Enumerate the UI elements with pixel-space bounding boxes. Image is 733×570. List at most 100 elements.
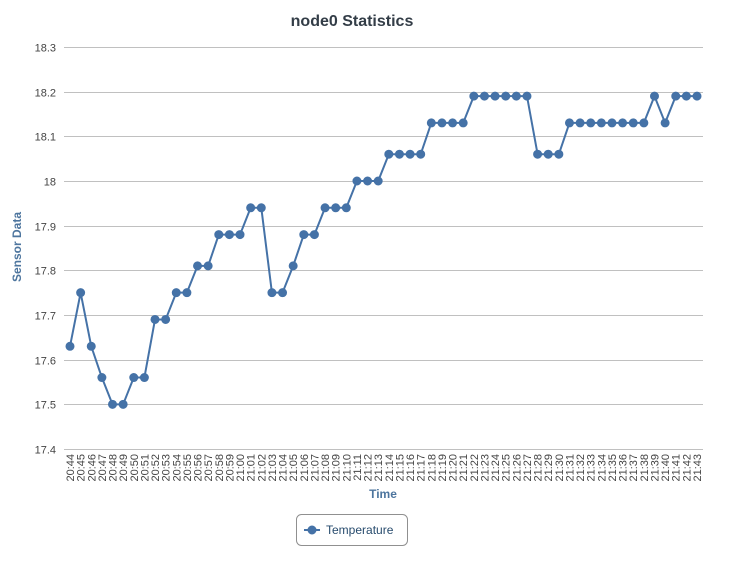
x-tick-label: 21:29: [543, 454, 555, 482]
legend-marker-icon: [307, 525, 317, 535]
x-tick-label: 20:59: [224, 454, 236, 482]
data-point[interactable]: [543, 149, 553, 159]
legend-item-temperature: Temperature: [326, 523, 394, 537]
data-point[interactable]: [671, 91, 681, 101]
series-line-temperature: [69, 95, 697, 406]
x-tick-label: 21:09: [331, 454, 343, 482]
data-point[interactable]: [129, 373, 139, 383]
x-tick-label: 21:02: [256, 454, 268, 482]
data-point[interactable]: [299, 230, 309, 240]
x-tick-label: 20:48: [108, 454, 120, 482]
data-point[interactable]: [309, 230, 319, 240]
y-tick-label: 17.8: [35, 266, 56, 278]
data-point[interactable]: [448, 118, 458, 128]
y-tick-label: 17.7: [35, 311, 56, 323]
x-tick-label: 21:15: [394, 454, 406, 482]
y-tick-label: 17.9: [35, 222, 56, 234]
data-point[interactable]: [256, 203, 266, 213]
data-point[interactable]: [660, 118, 670, 128]
x-tick-label: 21:11: [352, 454, 364, 481]
data-point[interactable]: [161, 314, 171, 324]
data-point[interactable]: [522, 91, 532, 101]
data-point[interactable]: [320, 203, 330, 213]
x-tick-label: 21:36: [618, 454, 630, 482]
data-point[interactable]: [139, 373, 149, 383]
x-tick-label: 21:22: [469, 454, 481, 482]
x-tick-label: 20:47: [97, 454, 109, 482]
data-point[interactable]: [182, 288, 192, 298]
data-point[interactable]: [97, 373, 107, 383]
data-point[interactable]: [416, 149, 426, 159]
data-point[interactable]: [628, 118, 638, 128]
x-tick-label: 21:43: [692, 454, 704, 482]
x-tick-label: 21:01: [246, 454, 258, 482]
data-point[interactable]: [352, 176, 362, 186]
data-point[interactable]: [150, 314, 160, 324]
data-point[interactable]: [681, 91, 691, 101]
data-point[interactable]: [469, 91, 479, 101]
data-point[interactable]: [267, 288, 277, 298]
x-tick-label: 20:57: [203, 454, 215, 482]
data-point[interactable]: [490, 91, 500, 101]
data-point[interactable]: [564, 118, 574, 128]
data-point[interactable]: [394, 149, 404, 159]
data-point[interactable]: [203, 261, 213, 271]
data-point[interactable]: [384, 149, 394, 159]
data-point[interactable]: [607, 118, 617, 128]
data-point[interactable]: [586, 118, 596, 128]
data-point[interactable]: [575, 118, 585, 128]
y-tick-label: 17.5: [35, 400, 56, 412]
data-point[interactable]: [76, 288, 86, 298]
data-point[interactable]: [405, 149, 415, 159]
data-point[interactable]: [171, 288, 181, 298]
data-point[interactable]: [618, 118, 628, 128]
x-tick-label: 21:41: [671, 454, 683, 482]
data-point[interactable]: [214, 230, 224, 240]
data-point[interactable]: [437, 118, 447, 128]
x-tick-label: 21:39: [649, 454, 661, 482]
data-point[interactable]: [596, 118, 606, 128]
data-point[interactable]: [639, 118, 649, 128]
x-tick-label: 20:52: [150, 454, 162, 482]
data-point[interactable]: [426, 118, 436, 128]
data-point[interactable]: [458, 118, 468, 128]
x-tick-label: 20:58: [214, 454, 226, 482]
data-point[interactable]: [511, 91, 521, 101]
y-tick-label: 18.1: [35, 132, 56, 144]
data-point[interactable]: [649, 91, 659, 101]
data-point[interactable]: [288, 261, 298, 271]
data-point[interactable]: [479, 91, 489, 101]
x-tick-label: 21:25: [501, 454, 513, 482]
data-point[interactable]: [246, 203, 256, 213]
data-point[interactable]: [554, 149, 564, 159]
x-tick-label: 20:50: [129, 454, 141, 482]
data-point[interactable]: [533, 149, 543, 159]
data-point[interactable]: [501, 91, 511, 101]
y-axis-ticks: 17.4 17.5 17.6 17.7 17.8 17.9 18 18.1 18.2 18.3: [35, 43, 56, 457]
x-tick-label: 21:21: [458, 454, 470, 482]
data-point[interactable]: [363, 176, 373, 186]
data-point[interactable]: [692, 91, 702, 101]
x-tick-label: 21:19: [437, 454, 449, 482]
y-tick-label: 18.3: [35, 43, 56, 55]
data-point[interactable]: [373, 176, 383, 186]
data-point[interactable]: [86, 341, 96, 351]
x-tick-label: 20:51: [139, 454, 151, 482]
data-point[interactable]: [224, 230, 234, 240]
data-point[interactable]: [341, 203, 351, 213]
data-point[interactable]: [235, 230, 245, 240]
legend-box: [296, 514, 408, 546]
legend[interactable]: Temperature: [296, 514, 408, 546]
chart-title: node0 Statistics: [291, 13, 414, 30]
data-point[interactable]: [118, 399, 128, 409]
series-temperature: [65, 91, 702, 409]
x-tick-label: 21:08: [320, 454, 332, 482]
data-point[interactable]: [193, 261, 203, 271]
data-point[interactable]: [108, 399, 118, 409]
x-tick-label: 21:16: [405, 454, 417, 482]
data-point[interactable]: [278, 288, 288, 298]
x-tick-label: 21:13: [373, 454, 385, 482]
data-point[interactable]: [65, 341, 75, 351]
data-point[interactable]: [331, 203, 341, 213]
